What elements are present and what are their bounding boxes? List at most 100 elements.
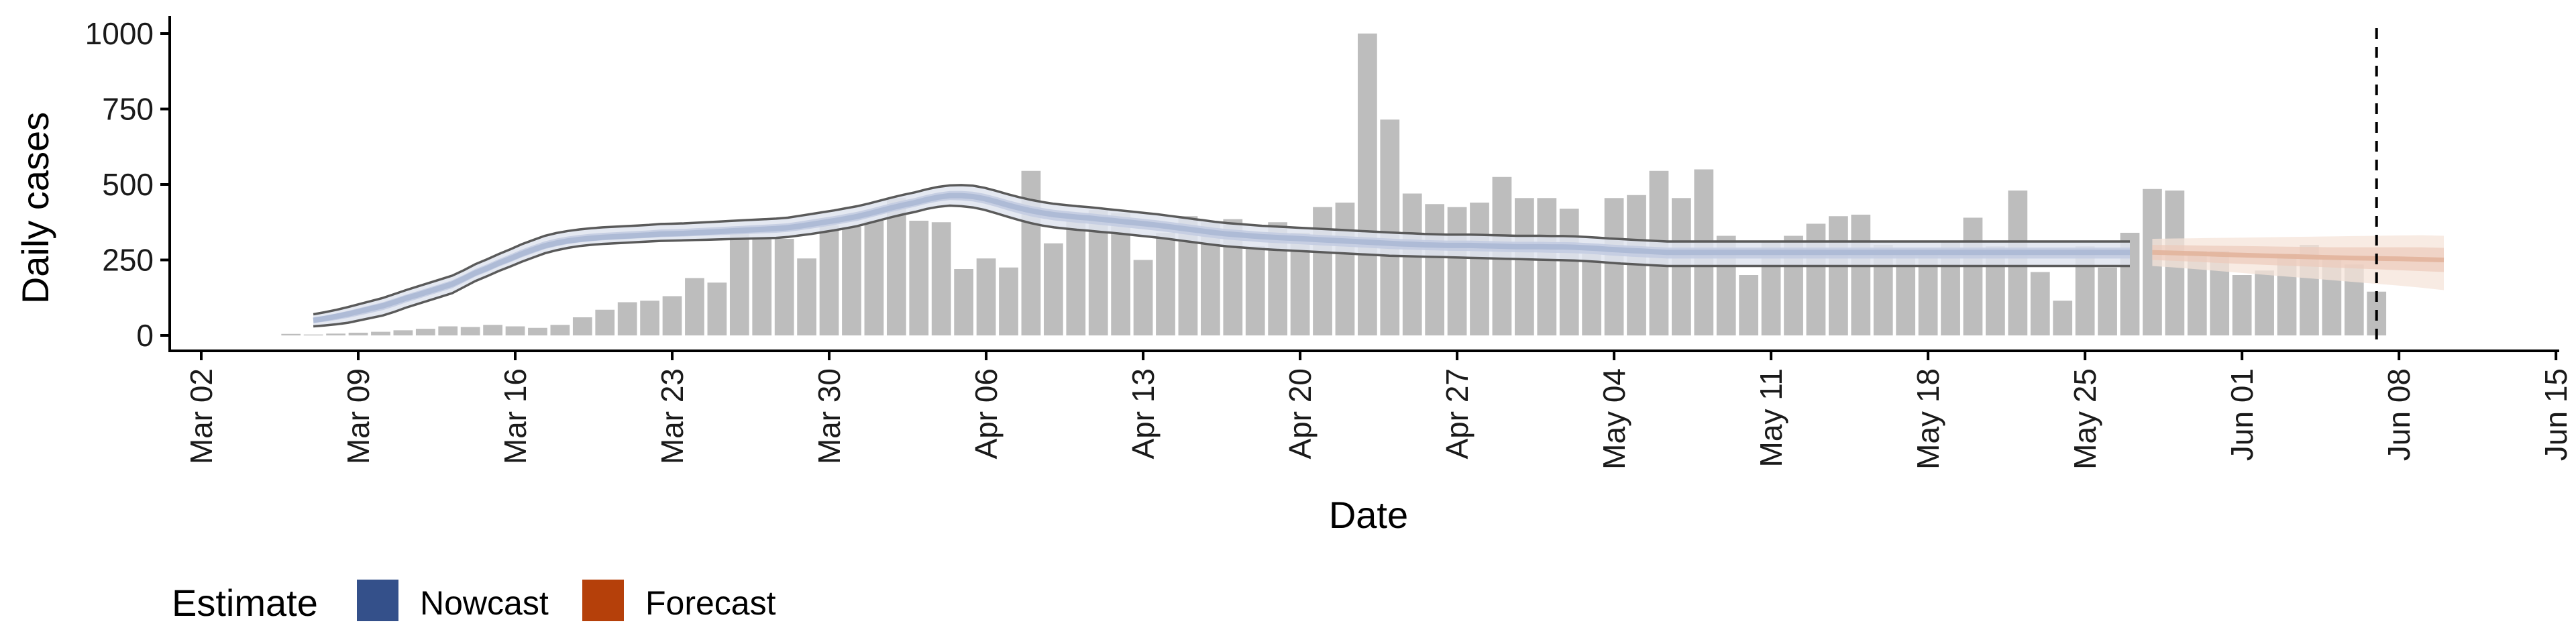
x-tick-label-may-18: May 18 (1911, 368, 1945, 470)
legend-swatch-nowcast (357, 580, 398, 621)
x-axis-title: Date (1329, 494, 1408, 536)
bar-17 (640, 301, 659, 335)
bar-23 (774, 239, 794, 335)
y-tick-label-750: 750 (102, 92, 154, 127)
bar-33 (999, 267, 1018, 335)
bar-50 (1380, 119, 1400, 335)
bar-32 (976, 258, 996, 335)
x-tick-label-apr-13: Apr 13 (1126, 368, 1161, 460)
x-tick-label-may-04: May 04 (1597, 368, 1631, 470)
bar-24 (797, 258, 816, 335)
bar-14 (572, 317, 592, 335)
bar-27 (864, 221, 884, 335)
forecast-layer (2152, 235, 2445, 290)
bar-58 (1559, 209, 1579, 335)
bar-39 (1133, 260, 1153, 335)
bar-31 (954, 269, 973, 335)
bar-22 (752, 237, 772, 335)
legend-title: Estimate (172, 582, 318, 624)
nowcast-lower-line (313, 204, 2130, 328)
x-tick-label-mar-02: Mar 02 (184, 368, 219, 464)
bar-8 (438, 326, 458, 335)
bar-60 (1604, 198, 1624, 335)
bar-11 (505, 326, 525, 335)
bar-70 (1829, 216, 1848, 335)
bar-3 (326, 333, 345, 335)
bar-5 (371, 331, 390, 335)
bar-40 (1156, 233, 1175, 335)
bars-layer (281, 34, 2387, 335)
x-tick-label-jun-15: Jun 15 (2538, 368, 2573, 461)
nowcast-median-line (313, 193, 2130, 323)
nowcast-outer-band (313, 184, 2130, 327)
x-tick-label-may-25: May 25 (2068, 368, 2102, 470)
x-tick-label-may-11: May 11 (1754, 368, 1788, 467)
x-tick-label-mar-09: Mar 09 (341, 368, 376, 464)
bar-66 (1739, 275, 1759, 335)
bar-48 (1335, 203, 1355, 335)
bar-15 (595, 309, 615, 335)
bar-26 (842, 227, 861, 335)
forecast-median-line (2152, 250, 2445, 262)
x-tick-label-jun-01: Jun 01 (2224, 368, 2259, 461)
bar-18 (662, 296, 682, 335)
bar-1 (281, 333, 301, 335)
bar-25 (819, 225, 839, 335)
bar-49 (1357, 34, 1377, 335)
bar-71 (1851, 215, 1871, 335)
bar-13 (550, 325, 570, 335)
y-tick-label-0: 0 (136, 318, 154, 353)
bar-30 (931, 222, 951, 335)
nowcast-inner-band (313, 191, 2130, 323)
bar-4 (348, 332, 368, 335)
bar-88 (2232, 275, 2252, 335)
y-axis-title: Daily cases (14, 112, 56, 304)
x-tick-label-apr-20: Apr 20 (1283, 368, 1318, 460)
bar-34 (1021, 170, 1041, 335)
y-tick-label-500: 500 (102, 167, 154, 202)
bar-56 (1515, 198, 1534, 335)
bar-12 (528, 327, 547, 335)
bar-76 (1963, 217, 1983, 335)
bar-9 (460, 327, 480, 335)
legend: Estimate Nowcast Forecast (172, 580, 776, 624)
x-tick-label-apr-27: Apr 27 (1440, 368, 1474, 460)
bar-28 (886, 198, 906, 335)
x-tick-label-jun-08: Jun 08 (2381, 368, 2416, 461)
bar-44 (1245, 246, 1265, 335)
bar-47 (1313, 207, 1332, 335)
bar-51 (1402, 193, 1422, 335)
bar-57 (1537, 198, 1557, 335)
x-tick-label-mar-30: Mar 30 (812, 368, 847, 464)
nowcast-layer (313, 184, 2130, 328)
x-axis-ticks: Mar 02 Mar 09 Mar 16 Mar 23 Mar 30 Apr 06 Apr … (184, 351, 2573, 470)
bar-10 (483, 325, 502, 335)
bar-82 (2098, 267, 2117, 335)
bar-21 (729, 233, 749, 335)
bar-20 (707, 282, 727, 335)
legend-label-nowcast: Nowcast (420, 584, 549, 622)
bar-80 (2053, 301, 2073, 335)
bar-7 (415, 329, 435, 335)
y-axis-ticks: 0 250 500 750 1000 (85, 16, 170, 353)
bar-52 (1425, 204, 1445, 335)
bar-59 (1582, 254, 1602, 335)
x-tick-label-mar-23: Mar 23 (655, 368, 690, 464)
x-tick-label-apr-06: Apr 06 (969, 368, 1004, 460)
bar-89 (2255, 270, 2274, 335)
bar-36 (1066, 219, 1086, 335)
bar-29 (909, 221, 929, 335)
bar-16 (617, 302, 637, 335)
bar-79 (2030, 272, 2050, 335)
bar-6 (393, 330, 413, 335)
nowcast-upper-line (313, 184, 2130, 316)
legend-label-forecast: Forecast (645, 584, 776, 622)
bar-19 (685, 278, 704, 335)
x-tick-label-mar-16: Mar 16 (498, 368, 533, 464)
bar-53 (1447, 207, 1467, 335)
y-tick-label-250: 250 (102, 243, 154, 278)
bar-35 (1043, 243, 1063, 335)
y-tick-label-1000: 1000 (85, 16, 154, 51)
legend-swatch-forecast (582, 580, 624, 621)
